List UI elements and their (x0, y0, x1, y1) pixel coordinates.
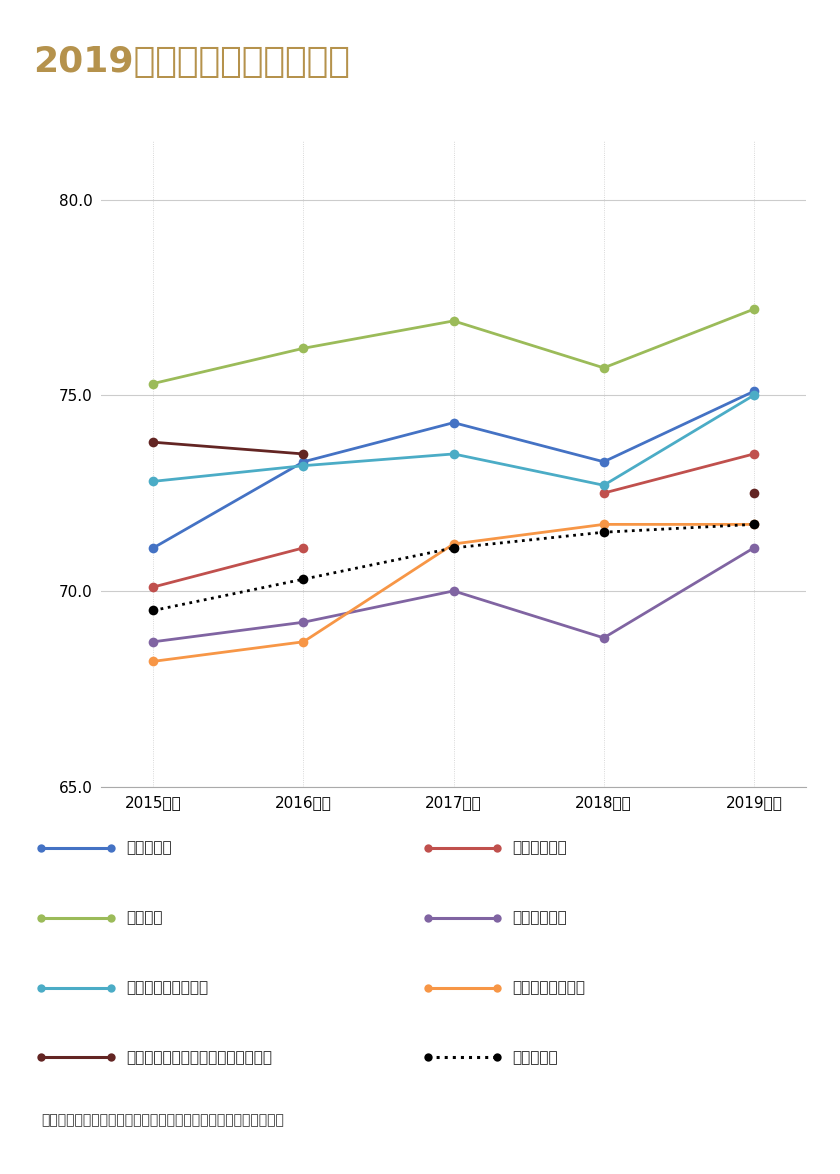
国際航空平均 (149, 635, 159, 649)
Line: 百貨店平均: 百貨店平均 (149, 386, 759, 553)
Line: 教育サービス平均: 教育サービス平均 (149, 520, 759, 666)
国際航空平均 (748, 541, 759, 555)
教育サービス平均 (298, 635, 308, 649)
全業種平均 (449, 541, 459, 555)
Text: 衣料品店平均: 衣料品店平均 (512, 841, 568, 856)
Text: 全業種平均: 全業種平均 (512, 1050, 559, 1065)
旅行平均 (449, 313, 459, 328)
百貨店平均 (298, 454, 308, 468)
全業種平均 (298, 572, 308, 586)
国内長距離交通平均 (449, 447, 459, 461)
国内長距離交通平均 (298, 459, 308, 473)
国際航空平均 (599, 630, 609, 645)
Text: 旅行平均: 旅行平均 (126, 910, 163, 925)
Line: 国際航空平均: 国際航空平均 (149, 544, 759, 647)
旅行平均 (599, 360, 609, 375)
国際航空平均 (298, 615, 308, 629)
旅行平均 (149, 377, 159, 391)
Text: 百貨店平均: 百貨店平均 (126, 841, 172, 856)
Text: 各業種の平均には、ランキング対象外調査企業の結果も含みます: 各業種の平均には、ランキング対象外調査企業の結果も含みます (41, 1113, 284, 1127)
教育サービス平均 (748, 518, 759, 532)
Text: 教育サービス平均: 教育サービス平均 (512, 980, 585, 996)
全業種平均 (149, 603, 159, 618)
Text: 国際航空平均: 国際航空平均 (512, 910, 568, 925)
生活関連サービス（特別調査）平均 (298, 447, 308, 461)
旅行平均 (748, 302, 759, 316)
旅行平均 (298, 342, 308, 356)
Line: 全業種平均: 全業種平均 (149, 520, 759, 615)
生活関連サービス（特別調査）平均 (149, 436, 159, 450)
Line: 国内長距離交通平均: 国内長距離交通平均 (149, 391, 759, 490)
国内長距離交通平均 (748, 389, 759, 403)
全業種平均 (599, 525, 609, 539)
国際航空平均 (449, 583, 459, 598)
Line: 生活関連サービス（特別調査）平均: 生活関連サービス（特別調査）平均 (149, 438, 308, 459)
教育サービス平均 (599, 518, 609, 532)
百貨店平均 (748, 384, 759, 398)
Text: 生活関連サービス（特別調査）平均: 生活関連サービス（特別調査）平均 (126, 1050, 272, 1065)
Line: 衣料品店平均: 衣料品店平均 (149, 544, 308, 592)
百貨店平均 (149, 541, 159, 555)
国内長距離交通平均 (599, 478, 609, 492)
衣料品店平均 (149, 580, 159, 594)
全業種平均 (748, 518, 759, 532)
百貨店平均 (449, 416, 459, 430)
Text: 2019年度　第４回調査結果: 2019年度 第４回調査結果 (34, 45, 350, 79)
教育サービス平均 (149, 654, 159, 668)
国内長距離交通平均 (149, 474, 159, 488)
Line: 旅行平均: 旅行平均 (149, 304, 759, 389)
Text: 国内長距離交通平均: 国内長距離交通平均 (126, 980, 208, 996)
教育サービス平均 (449, 537, 459, 551)
衣料品店平均 (298, 541, 308, 555)
百貨店平均 (599, 454, 609, 468)
